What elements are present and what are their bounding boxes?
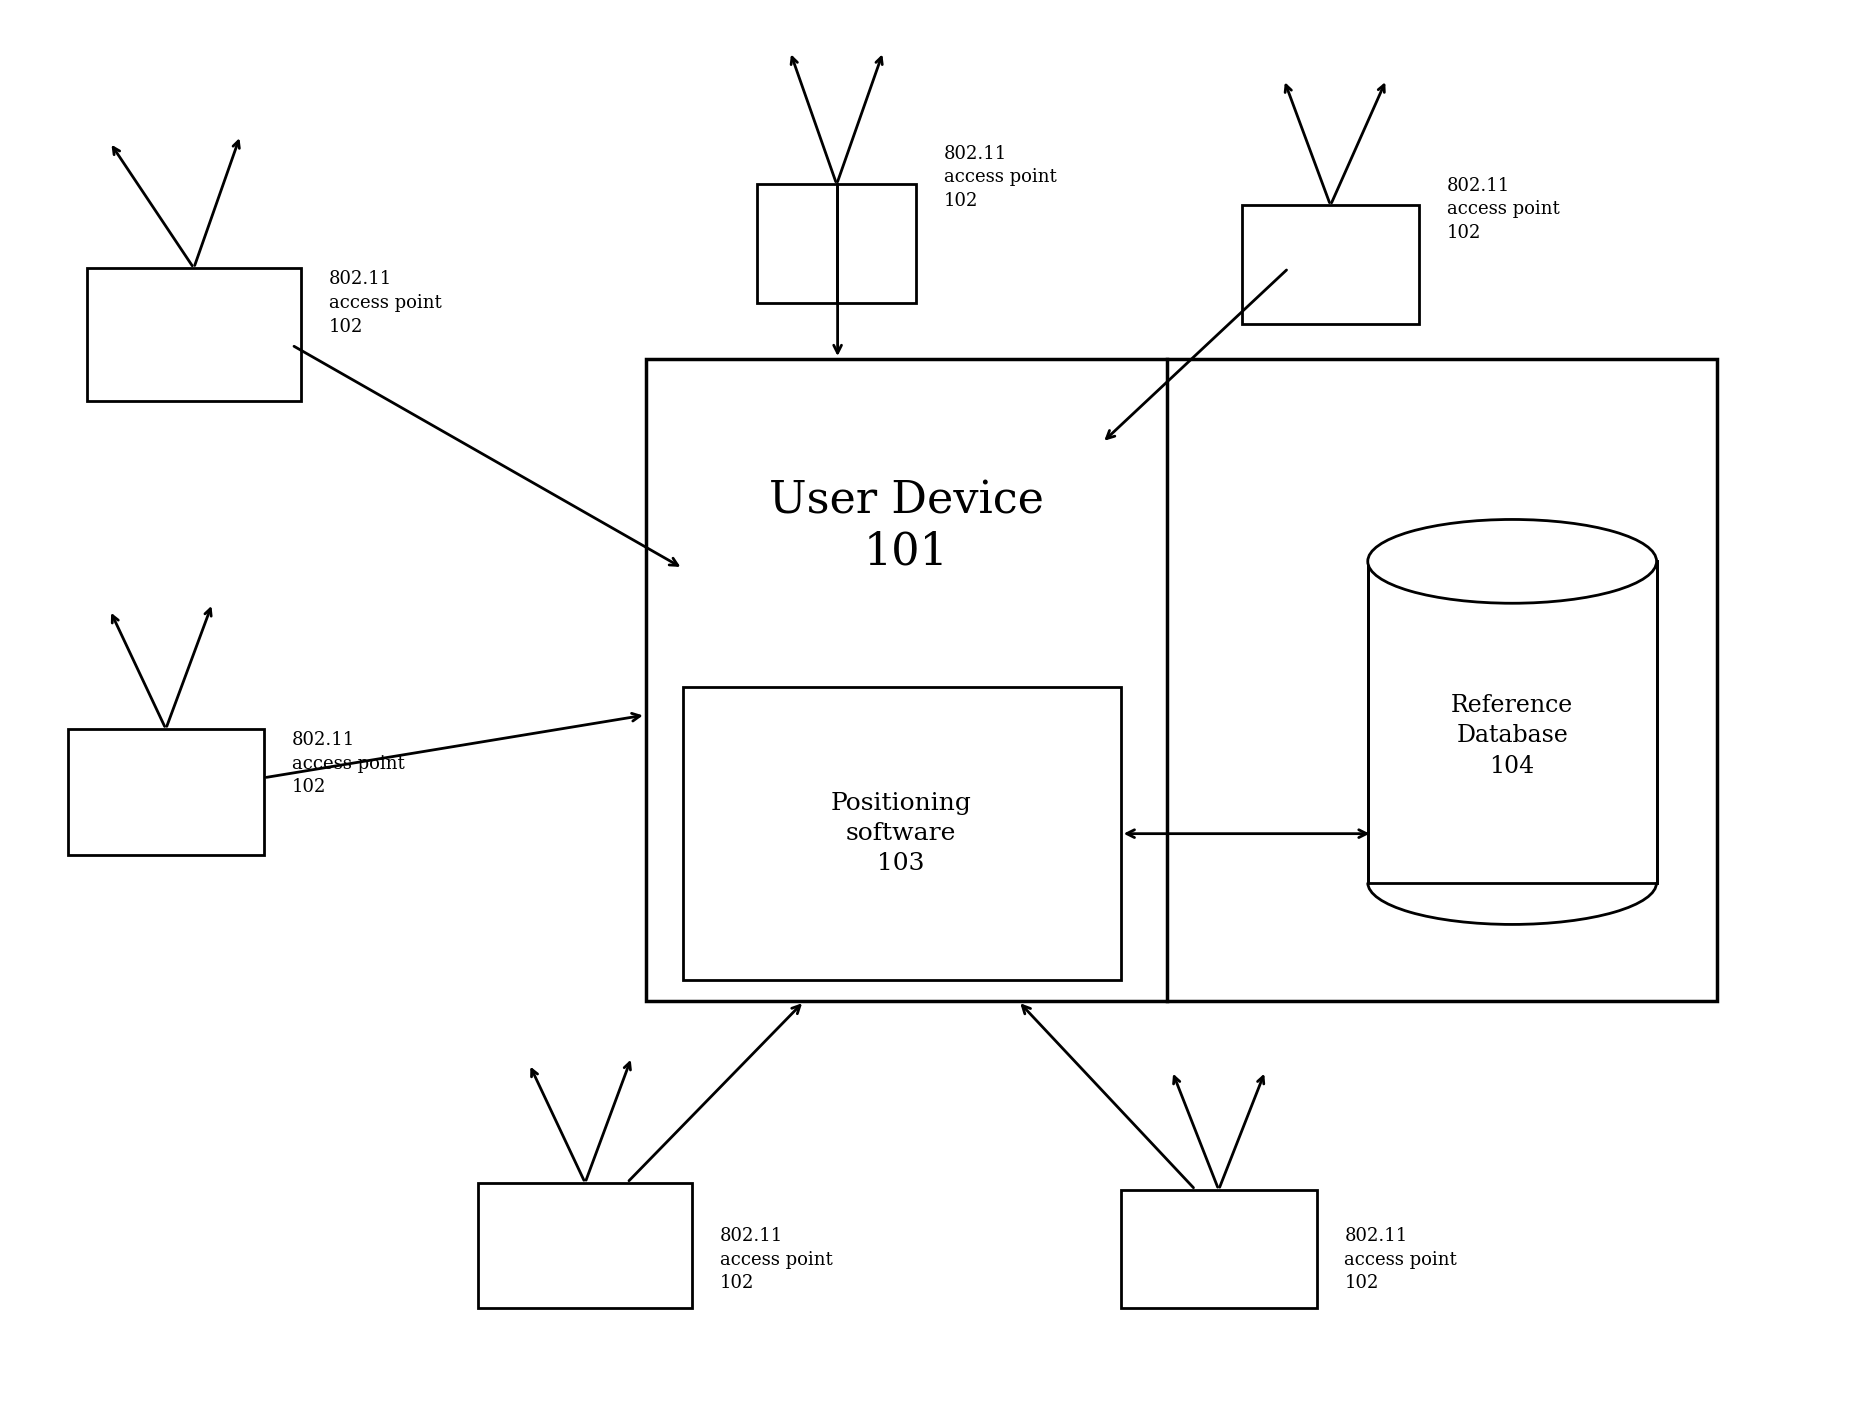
Bar [478, 1183, 692, 1308]
Text: Reference
Database
104: Reference Database 104 [1450, 694, 1574, 778]
Ellipse shape [1368, 520, 1656, 603]
Bar [1368, 561, 1656, 882]
Text: 802.11
access point
102: 802.11 access point 102 [1447, 177, 1561, 243]
Bar [645, 359, 1718, 1001]
Bar [682, 687, 1121, 980]
Text: 802.11
access point
102: 802.11 access point 102 [720, 1227, 834, 1293]
Text: 802.11
access point
102: 802.11 access point 102 [944, 144, 1056, 210]
Text: 802.11
access point
102: 802.11 access point 102 [329, 271, 441, 335]
Text: 802.11
access point
102: 802.11 access point 102 [1344, 1227, 1458, 1293]
Text: 802.11
access point
102: 802.11 access point 102 [292, 732, 404, 796]
Bar [1121, 1190, 1316, 1308]
Text: User Device
101: User Device 101 [768, 479, 1045, 573]
Bar [86, 268, 301, 401]
Bar [67, 729, 264, 855]
Bar [757, 184, 916, 303]
Bar [1243, 205, 1419, 324]
Text: Positioning
software
103: Positioning software 103 [830, 792, 972, 875]
